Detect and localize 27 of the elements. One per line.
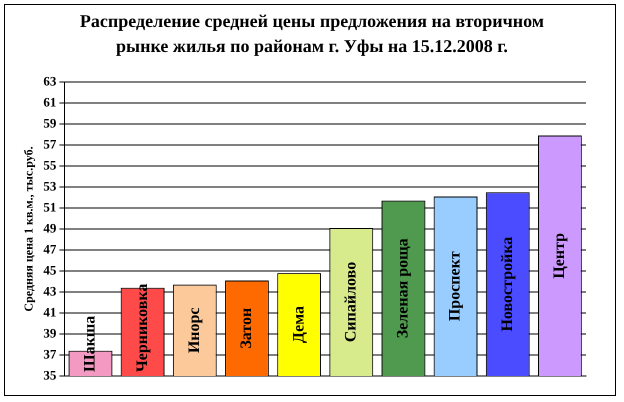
x-tick-label: Проспект: [446, 251, 464, 322]
y-tick-label: 53: [43, 178, 57, 194]
x-tick-label: Затон: [238, 308, 256, 349]
x-tick-label: Центр: [551, 232, 568, 279]
x-tick-label: Сипайлово: [342, 262, 360, 342]
y-tick-label: 47: [43, 241, 57, 256]
y-tick-label: 35: [43, 367, 57, 382]
y-tick-label: 51: [43, 199, 56, 214]
y-tick-label: 39: [43, 325, 57, 340]
y-tick-label: 57: [43, 136, 57, 152]
x-tick-label: Новостройка: [498, 236, 516, 332]
y-tick-label: 59: [43, 115, 57, 130]
y-tick-label: 49: [43, 220, 57, 236]
x-tick-label: Шакша: [82, 316, 99, 372]
y-tick-label: 63: [43, 73, 57, 88]
x-tick-label: Зеленая роща: [394, 238, 412, 338]
y-tick-label: 45: [43, 262, 57, 278]
y-tick-label: 61: [43, 94, 56, 110]
y-tick-label: 37: [43, 346, 57, 362]
y-tick-label: 55: [43, 157, 57, 172]
y-tick-label: 43: [43, 283, 57, 298]
chart-title: Распределение средней цены предложения на вторичном рынке жилья по районам г. Уфы на 15.12.2008 г.: [78, 10, 546, 58]
x-tick-label: Дема: [290, 306, 308, 344]
x-tick-label: Инорс: [186, 307, 203, 354]
x-tick-label: Черниковка: [134, 284, 151, 372]
y-tick-label: 41: [43, 304, 56, 320]
y-axis-title: Средняя цена 1 кв.м., тыс.руб.: [21, 146, 36, 312]
